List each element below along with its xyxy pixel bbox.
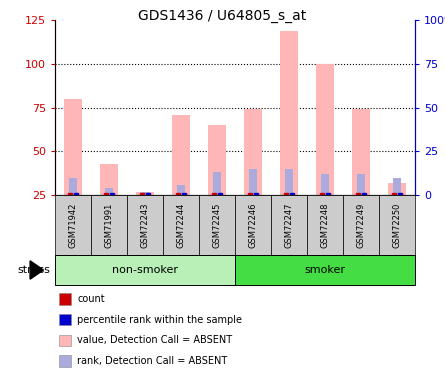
Bar (388, 183, 406, 195)
Text: GSM71942: GSM71942 (69, 202, 77, 248)
Text: rank, Detection Call = ABSENT: rank, Detection Call = ABSENT (77, 356, 227, 366)
Text: stress: stress (18, 265, 51, 275)
Bar (100, 164, 118, 195)
Text: GSM72244: GSM72244 (177, 202, 186, 248)
Text: non-smoker: non-smoker (112, 265, 178, 275)
Text: GSM72249: GSM72249 (356, 202, 365, 248)
Bar (208, 125, 226, 195)
Bar (213, 172, 221, 195)
Bar (249, 169, 257, 195)
Bar (141, 192, 149, 195)
Bar (316, 64, 334, 195)
Polygon shape (30, 261, 44, 279)
Bar (172, 114, 190, 195)
Text: GSM72248: GSM72248 (320, 202, 329, 248)
Text: smoker: smoker (304, 265, 345, 275)
Text: percentile rank within the sample: percentile rank within the sample (77, 315, 242, 325)
Text: value, Detection Call = ABSENT: value, Detection Call = ABSENT (77, 335, 232, 345)
Text: GSM72245: GSM72245 (213, 202, 222, 248)
Bar (285, 169, 293, 195)
Bar (280, 30, 298, 195)
Text: GSM72250: GSM72250 (392, 202, 401, 248)
Bar (393, 177, 401, 195)
Bar (244, 109, 262, 195)
Bar (64, 99, 82, 195)
Text: count: count (77, 294, 105, 304)
Text: GSM72246: GSM72246 (248, 202, 258, 248)
Bar (352, 109, 370, 195)
Text: GSM71991: GSM71991 (105, 202, 113, 248)
Bar (177, 184, 185, 195)
Text: GDS1436 / U64805_s_at: GDS1436 / U64805_s_at (138, 9, 307, 23)
Bar (69, 177, 77, 195)
Text: GSM72247: GSM72247 (284, 202, 294, 248)
Bar (105, 188, 113, 195)
Bar (136, 192, 154, 195)
Bar (321, 174, 329, 195)
Text: GSM72243: GSM72243 (141, 202, 150, 248)
Bar (357, 174, 365, 195)
